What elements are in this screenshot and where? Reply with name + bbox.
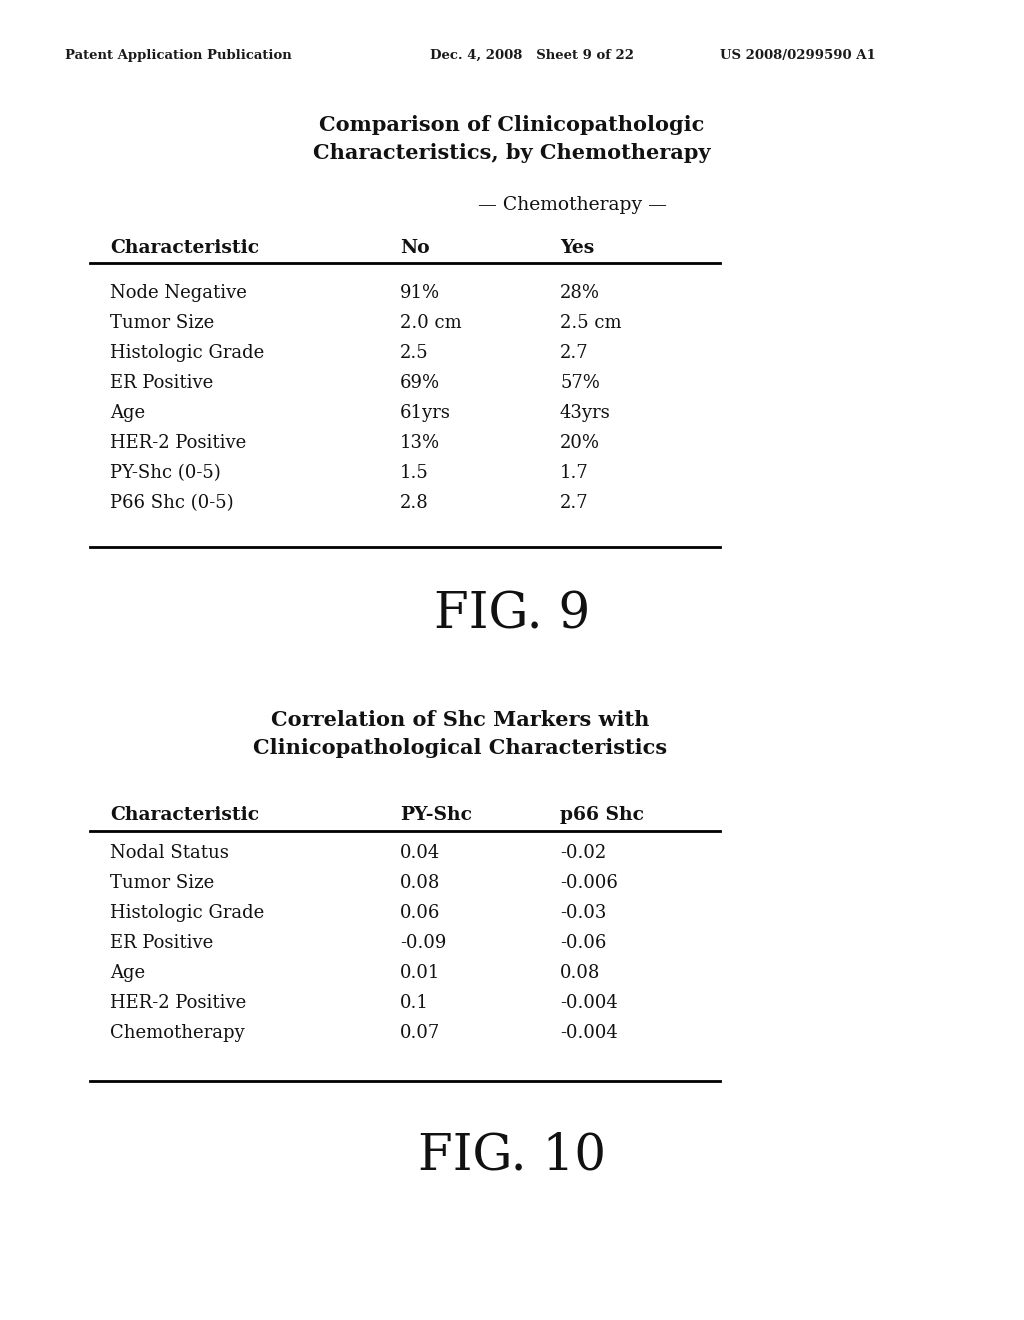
- Text: p66 Shc: p66 Shc: [560, 807, 644, 824]
- Text: 0.07: 0.07: [400, 1024, 440, 1041]
- Text: 69%: 69%: [400, 374, 440, 392]
- Text: 13%: 13%: [400, 434, 440, 451]
- Text: -0.006: -0.006: [560, 874, 617, 892]
- Text: 2.7: 2.7: [560, 494, 589, 512]
- Text: P66 Shc (0-5): P66 Shc (0-5): [110, 494, 233, 512]
- Text: Tumor Size: Tumor Size: [110, 874, 214, 892]
- Text: Nodal Status: Nodal Status: [110, 843, 229, 862]
- Text: Dec. 4, 2008   Sheet 9 of 22: Dec. 4, 2008 Sheet 9 of 22: [430, 49, 634, 62]
- Text: Characteristics, by Chemotherapy: Characteristics, by Chemotherapy: [313, 143, 711, 162]
- Text: Yes: Yes: [560, 239, 594, 257]
- Text: Histologic Grade: Histologic Grade: [110, 345, 264, 362]
- Text: -0.03: -0.03: [560, 904, 606, 921]
- Text: FIG. 9: FIG. 9: [434, 590, 590, 640]
- Text: 43yrs: 43yrs: [560, 404, 610, 422]
- Text: 20%: 20%: [560, 434, 600, 451]
- Text: -0.09: -0.09: [400, 935, 446, 952]
- Text: -0.06: -0.06: [560, 935, 606, 952]
- Text: 0.01: 0.01: [400, 964, 440, 982]
- Text: 2.8: 2.8: [400, 494, 429, 512]
- Text: Comparison of Clinicopathologic: Comparison of Clinicopathologic: [319, 115, 705, 135]
- Text: FIG. 10: FIG. 10: [418, 1131, 606, 1180]
- Text: 1.5: 1.5: [400, 465, 429, 482]
- Text: 0.1: 0.1: [400, 994, 429, 1012]
- Text: 2.0 cm: 2.0 cm: [400, 314, 462, 333]
- Text: Correlation of Shc Markers with: Correlation of Shc Markers with: [270, 710, 649, 730]
- Text: HER-2 Positive: HER-2 Positive: [110, 434, 246, 451]
- Text: ER Positive: ER Positive: [110, 374, 213, 392]
- Text: -0.004: -0.004: [560, 994, 617, 1012]
- Text: No: No: [400, 239, 430, 257]
- Text: 1.7: 1.7: [560, 465, 589, 482]
- Text: 0.04: 0.04: [400, 843, 440, 862]
- Text: Histologic Grade: Histologic Grade: [110, 904, 264, 921]
- Text: 2.7: 2.7: [560, 345, 589, 362]
- Text: 0.08: 0.08: [400, 874, 440, 892]
- Text: Clinicopathological Characteristics: Clinicopathological Characteristics: [253, 738, 667, 758]
- Text: HER-2 Positive: HER-2 Positive: [110, 994, 246, 1012]
- Text: Chemotherapy: Chemotherapy: [110, 1024, 245, 1041]
- Text: -0.004: -0.004: [560, 1024, 617, 1041]
- Text: -0.02: -0.02: [560, 843, 606, 862]
- Text: 91%: 91%: [400, 284, 440, 302]
- Text: 2.5: 2.5: [400, 345, 429, 362]
- Text: 0.08: 0.08: [560, 964, 600, 982]
- Text: 0.06: 0.06: [400, 904, 440, 921]
- Text: 2.5 cm: 2.5 cm: [560, 314, 622, 333]
- Text: Patent Application Publication: Patent Application Publication: [65, 49, 292, 62]
- Text: Characteristic: Characteristic: [110, 807, 259, 824]
- Text: 61yrs: 61yrs: [400, 404, 451, 422]
- Text: Characteristic: Characteristic: [110, 239, 259, 257]
- Text: US 2008/0299590 A1: US 2008/0299590 A1: [720, 49, 876, 62]
- Text: Age: Age: [110, 404, 145, 422]
- Text: 28%: 28%: [560, 284, 600, 302]
- Text: Node Negative: Node Negative: [110, 284, 247, 302]
- Text: PY-Shc: PY-Shc: [400, 807, 472, 824]
- Text: Age: Age: [110, 964, 145, 982]
- Text: ER Positive: ER Positive: [110, 935, 213, 952]
- Text: Tumor Size: Tumor Size: [110, 314, 214, 333]
- Text: PY-Shc (0-5): PY-Shc (0-5): [110, 465, 221, 482]
- Text: 57%: 57%: [560, 374, 600, 392]
- Text: — Chemotherapy —: — Chemotherapy —: [477, 195, 667, 214]
